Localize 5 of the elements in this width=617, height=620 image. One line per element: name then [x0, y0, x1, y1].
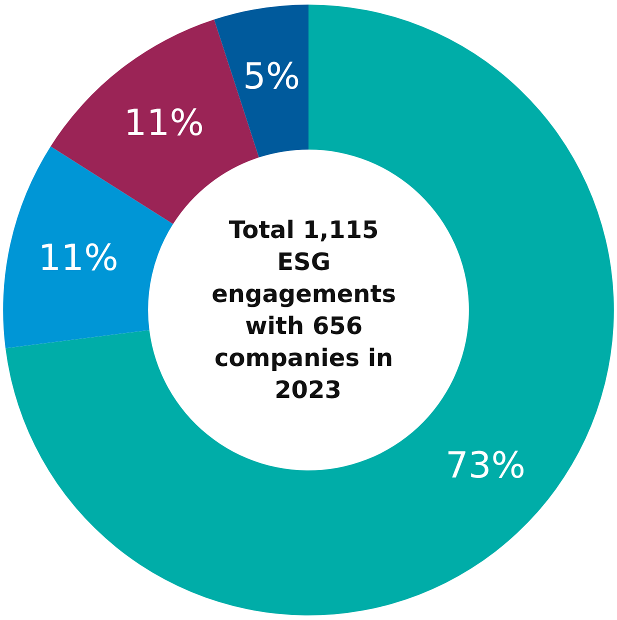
- data-label: 5%: [243, 56, 300, 98]
- text: Total 1,115 ESG engagements with 656 companies in 2023: [212, 216, 404, 404]
- data-label: 11%: [124, 103, 204, 144]
- data-label: 11%: [38, 238, 118, 280]
- data-label: 73%: [445, 446, 526, 487]
